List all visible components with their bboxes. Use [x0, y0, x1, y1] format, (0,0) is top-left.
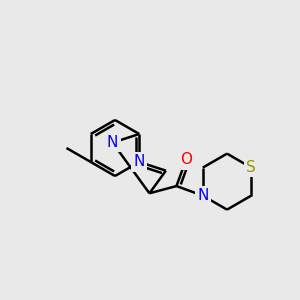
Text: N: N: [197, 188, 208, 203]
Text: N: N: [107, 135, 118, 150]
Text: S: S: [246, 160, 256, 175]
Text: N: N: [134, 154, 145, 169]
Text: O: O: [180, 152, 192, 167]
